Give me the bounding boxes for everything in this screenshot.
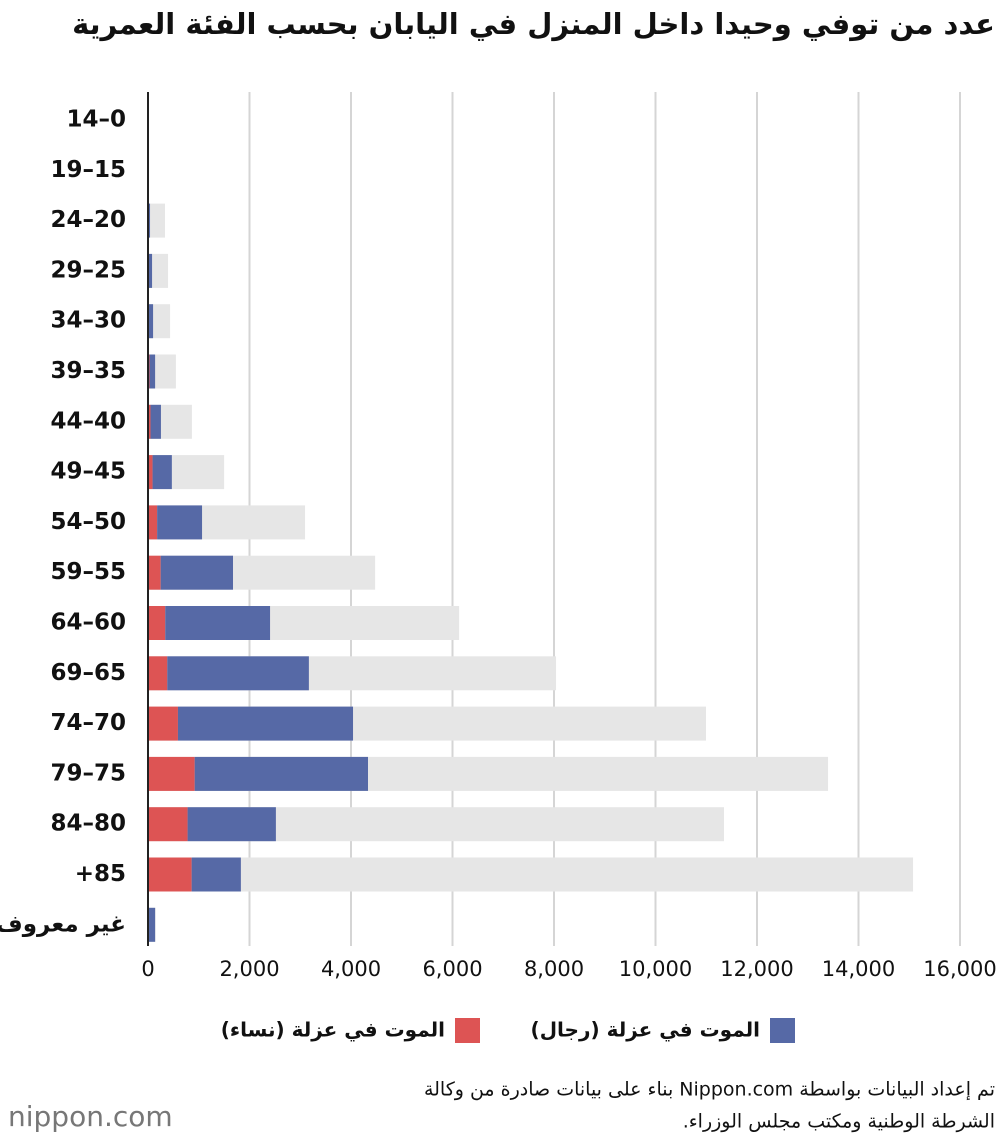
bar [167,656,309,691]
x-tick-label: 6,000 [422,957,482,981]
y-tick-label: 49–45 [50,459,126,485]
bar [177,706,354,741]
bar [157,505,203,540]
legend-swatch [455,1018,480,1043]
legend-label: الموت في عزلة (رجال) [531,1018,760,1043]
bar [148,253,153,288]
y-tick-label: 74–70 [50,710,126,736]
bar [187,807,276,842]
x-tick-label: 14,000 [822,957,895,981]
x-tick-label: 0 [141,957,154,981]
bar [148,203,151,238]
bar [149,907,156,942]
bar [148,706,178,741]
bar [148,756,195,791]
y-tick-label: 34–30 [50,308,126,334]
y-tick-label: 19–15 [50,157,126,183]
y-tick-label: 14–0 [66,107,126,133]
bar [152,455,172,490]
y-tick-label: 64–60 [50,610,126,636]
y-tick-label: 69–65 [50,660,126,686]
bar [148,203,166,238]
bar [150,404,161,439]
x-tick-label: 10,000 [619,957,692,981]
x-tick-label: 8,000 [524,957,584,981]
bar [148,606,166,640]
bar [148,857,192,892]
bar [148,253,169,288]
bar [148,807,188,842]
y-tick-label: 29–25 [50,257,126,283]
bar [148,455,153,490]
y-tick-label: 44–40 [50,408,126,434]
bar [148,857,914,892]
y-tick-label: +85 [75,861,126,887]
bar [148,505,158,540]
bar [160,555,234,590]
bar [148,555,161,590]
y-tick-label: 39–35 [50,358,126,384]
y-tick-label: غير معروف [0,911,126,937]
logo: nippon.com [8,1100,173,1133]
y-tick-label: 24–20 [50,207,126,233]
bar [149,304,154,339]
x-tick-label: 12,000 [720,957,793,981]
bar [148,656,168,691]
bar [148,404,151,439]
source-line: تم إعداد البيانات بواسطة Nippon.com بناء… [424,1079,995,1102]
x-tick-label: 4,000 [321,957,381,981]
chart-title: عدد من توفي وحيدا داخل المنزل في اليابان… [72,7,995,41]
bar [148,304,171,339]
bar [149,354,156,389]
x-tick-label: 2,000 [219,957,279,981]
bar [191,857,241,892]
y-tick-label: 84–80 [50,811,126,837]
source-line: الشرطة الوطنية ومكتب مجلس الوزراء. [683,1111,995,1133]
y-tick-label: 79–75 [50,760,126,786]
bar [194,756,369,791]
x-tick-label: 16,000 [923,957,996,981]
legend-label: الموت في عزلة (نساء) [221,1018,445,1043]
legend-swatch [770,1018,795,1043]
y-tick-label: 54–50 [50,509,126,535]
y-tick-label: 59–55 [50,559,126,585]
bar [165,606,271,640]
